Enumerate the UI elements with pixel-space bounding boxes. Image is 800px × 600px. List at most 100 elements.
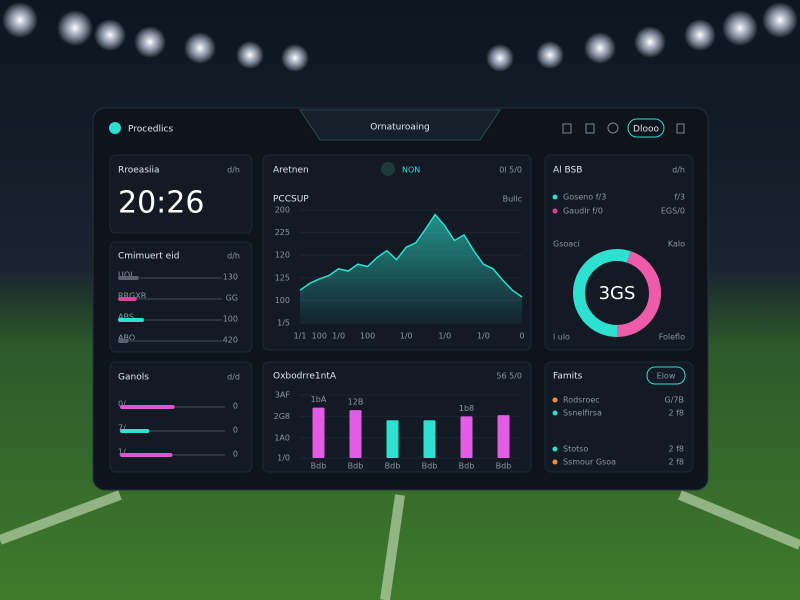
x-tick-label: 100 <box>312 332 327 341</box>
legend-label: Gaudlr f/0 <box>563 207 603 216</box>
row-value: 0 <box>233 426 238 435</box>
feed-dot <box>552 446 558 452</box>
row-track <box>118 277 222 279</box>
y-tick-label: 3AF <box>275 391 291 400</box>
row-label: ABS <box>118 313 134 322</box>
feed-dot <box>552 410 558 416</box>
area-title: Aretnen <box>273 166 309 176</box>
header-icons[interactable] <box>562 122 685 134</box>
header-tab <box>299 109 501 141</box>
x-tick-label: Bdb <box>496 462 512 471</box>
clock-card <box>109 154 253 234</box>
x-tick-label: 1/0 <box>477 332 490 341</box>
goals-title: Ganols <box>118 373 149 383</box>
y-tick-label: 1/0 <box>277 454 290 463</box>
feed-button-label[interactable]: Elow <box>657 372 676 381</box>
x-tick-label: 1/0 <box>332 332 345 341</box>
donut-caption-right: Kalo <box>668 240 685 249</box>
x-tick-label: 1/1 <box>294 332 307 341</box>
y-tick-label: 125 <box>275 273 290 282</box>
area-badge: NON <box>402 166 420 175</box>
area-tag: 0l 5/0 <box>499 166 522 175</box>
row-label: ABO <box>118 334 135 343</box>
bar <box>423 420 436 458</box>
legend-value: EGS/0 <box>661 207 685 216</box>
row-value: 420 <box>223 336 238 345</box>
feed-card <box>544 361 694 473</box>
feed-value: 2 f8 <box>668 458 684 467</box>
feed-label: Ssnelfirsa <box>563 409 602 418</box>
legend-dot <box>552 208 558 214</box>
feed-label: Ssmour Gsoa <box>563 458 616 467</box>
donut-tag: d/h <box>672 166 685 175</box>
legend-label: Goseno f/3 <box>563 193 606 202</box>
tab-title[interactable]: Ornaturoaing <box>370 123 430 133</box>
y-tick-label: 1A0 <box>274 433 290 442</box>
donut-title: Al BSB <box>553 166 582 176</box>
row-bar <box>118 339 129 343</box>
feed-label: Stotso <box>563 445 588 454</box>
legend-dot <box>552 194 558 200</box>
donut-center: 3GS <box>599 283 636 304</box>
row-label: 7/ <box>118 424 126 433</box>
donut-segment <box>573 249 661 337</box>
bar <box>497 415 510 458</box>
row-label: RRGXB <box>118 292 146 301</box>
bar-tag: 56 5/0 <box>496 372 522 381</box>
header-button[interactable] <box>627 118 665 138</box>
row-bar <box>118 318 144 322</box>
header-button-label[interactable]: Dlooo <box>633 125 659 135</box>
row-value: 0 <box>233 450 238 459</box>
y-tick-label: 100 <box>275 296 290 305</box>
bar-value-label: 1b8 <box>459 404 474 413</box>
feed-label: Rodsroec <box>563 396 600 405</box>
row-track <box>118 319 222 321</box>
y-tick-label: 225 <box>275 228 290 237</box>
feed-value: 2 f8 <box>668 409 684 418</box>
y-tick-label: 200 <box>275 206 290 215</box>
row-track <box>118 340 222 342</box>
row-bar <box>120 429 150 433</box>
row-value: GG <box>226 294 238 303</box>
bar <box>460 416 473 458</box>
bar <box>312 407 325 458</box>
y-tick-label: 2G8 <box>274 412 290 421</box>
row-track <box>120 430 225 432</box>
line <box>299 213 523 298</box>
y-tick-label: 120 <box>275 251 290 260</box>
bar <box>386 420 399 458</box>
donut-caption: Gsoaci <box>553 240 580 249</box>
row-value: 130 <box>223 273 238 282</box>
x-tick-label: Bdb <box>422 462 438 471</box>
clock-time: 20:26 <box>118 186 204 221</box>
row-label: 1/ <box>118 448 126 457</box>
feed-dot <box>552 397 558 403</box>
clock-label: Rroeasiia <box>118 166 160 176</box>
metrics-title: Cmimuert eid <box>118 252 179 262</box>
bar-title: Oxbodrre1ntA <box>273 372 337 382</box>
feed-value: 2 f8 <box>668 445 684 454</box>
donut-foot-right: Foleflo <box>659 333 685 342</box>
feed-value: G/7B <box>665 396 684 405</box>
area <box>300 214 522 323</box>
x-tick-label: 1/0 <box>400 332 413 341</box>
field-lines <box>0 490 800 600</box>
x-tick-label: Bdb <box>459 462 475 471</box>
row-bar <box>120 405 175 409</box>
x-tick-label: 0 <box>519 332 524 341</box>
x-tick-label: Bdb <box>385 462 401 471</box>
row-value: 100 <box>223 315 238 324</box>
row-bar <box>118 276 139 280</box>
area-subtitle: PCCSUP <box>273 195 309 205</box>
stadium-lights <box>2 2 798 72</box>
bar <box>349 410 362 458</box>
row-track <box>118 298 222 300</box>
bar-value-label: 12B <box>348 398 364 407</box>
goals-tag: d/d <box>227 373 240 382</box>
x-tick-label: Bdb <box>348 462 364 471</box>
x-tick-label: 100 <box>360 332 375 341</box>
goals-card <box>109 361 253 473</box>
clock-tag: d/h <box>227 166 240 175</box>
feed-button[interactable] <box>646 366 686 385</box>
